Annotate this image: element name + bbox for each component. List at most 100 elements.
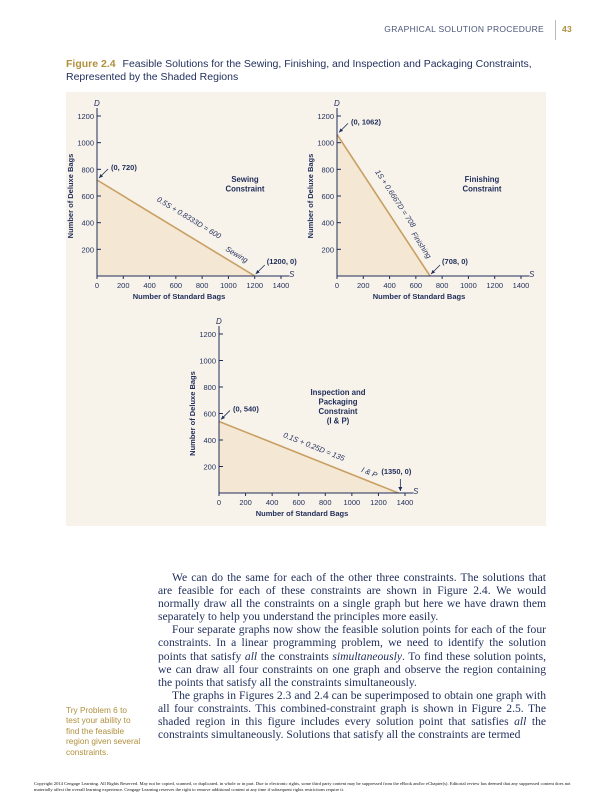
point-label: (708, 0): [442, 257, 468, 266]
y-tick-label: 1200: [199, 330, 216, 339]
x-variable: S: [289, 270, 295, 279]
x-tick-label: 0: [95, 281, 99, 290]
y-tick-label: 1000: [77, 139, 94, 148]
x-tick-label: 600: [170, 281, 183, 290]
y-tick-label: 800: [203, 383, 216, 392]
x-tick-label: 200: [357, 281, 370, 290]
constraint-line-label: I & P: [360, 465, 378, 479]
constraint-title: Finishing: [465, 175, 500, 184]
x-tick-label: 0: [335, 281, 339, 290]
y-tick-label: 800: [81, 165, 94, 174]
arrowhead: [431, 270, 436, 274]
arrowhead: [221, 415, 225, 420]
figure-caption-text: Feasible Solutions for the Sewing, Finis…: [66, 58, 532, 83]
text-run: the constraints: [257, 649, 333, 663]
x-tick-label: 1400: [397, 498, 414, 507]
x-tick-label: 800: [436, 281, 449, 290]
x-tick-label: 1400: [513, 281, 530, 290]
constraint-title: Sewing: [231, 175, 259, 184]
point-label: (1350, 0): [381, 467, 412, 476]
x-variable: S: [413, 487, 419, 496]
y-variable: D: [334, 99, 340, 108]
x-tick-label: 1200: [370, 498, 387, 507]
x-tick-label: 400: [383, 281, 396, 290]
figure-caption: Figure 2.4 Feasible Solutions for the Se…: [66, 58, 556, 84]
y-tick-label: 1200: [317, 112, 334, 121]
arrowhead: [339, 128, 343, 133]
constraint-title: Constraint: [319, 407, 358, 416]
page-number: 43: [561, 24, 572, 34]
y-axis-label: Number of Deluxe Bags: [188, 371, 197, 456]
paragraph-1: We can do the same for each of the other…: [158, 571, 546, 624]
y-tick-label: 1200: [77, 112, 94, 121]
y-axis-label: Number of Deluxe Bags: [306, 154, 315, 239]
x-tick-label: 1400: [273, 281, 290, 290]
constraint-title: (I & P): [327, 417, 350, 426]
constraint-line: [218, 420, 399, 494]
constraint-title: Inspection and: [310, 388, 365, 397]
text-run: the constraints simultaneously. Solution…: [158, 715, 547, 742]
x-tick-label: 400: [143, 281, 156, 290]
margin-note: Try Problem 6 to test your ability to fi…: [66, 705, 141, 757]
y-tick-label: 600: [203, 410, 216, 419]
y-variable: D: [216, 317, 222, 326]
x-axis-label: Number of Standard Bags: [256, 509, 349, 518]
paragraph-3: The graphs in Figures 2.3 and 2.4 can be…: [158, 689, 546, 741]
copyright-notice: Copyright 2014 Cengage Learning. All Rig…: [34, 781, 571, 792]
constraint-line: [96, 179, 256, 277]
emphasis: all: [514, 715, 527, 729]
x-tick-label: 1200: [486, 281, 503, 290]
emphasis: simultaneously: [332, 649, 402, 663]
figure-label: Figure 2.4: [66, 58, 116, 70]
x-tick-label: 0: [217, 498, 221, 507]
point-label: (0, 1062): [351, 117, 382, 126]
x-tick-label: 200: [239, 498, 252, 507]
y-tick-label: 200: [321, 245, 334, 254]
header-divider: [555, 20, 556, 40]
x-tick-label: 600: [410, 281, 423, 290]
y-tick-label: 800: [321, 165, 334, 174]
x-tick-label: 1000: [460, 281, 477, 290]
point-label: (0, 720): [111, 163, 137, 172]
x-tick-label: 1200: [246, 281, 263, 290]
x-tick-label: 1000: [220, 281, 237, 290]
constraint-line: [336, 133, 431, 277]
y-variable: D: [94, 99, 100, 108]
x-tick-label: 400: [266, 498, 279, 507]
text-run: Four separate graphs now show the feasib…: [158, 623, 546, 663]
x-tick-label: 800: [196, 281, 209, 290]
x-tick-label: 600: [292, 498, 305, 507]
y-tick-label: 200: [81, 245, 94, 254]
running-title: GRAPHICAL SOLUTION PROCEDURE: [384, 24, 544, 34]
y-tick-label: 600: [321, 192, 334, 201]
y-tick-label: 400: [321, 219, 334, 228]
arrowhead: [99, 174, 103, 178]
x-axis-label: Number of Standard Bags: [373, 292, 466, 301]
x-tick-label: 1000: [344, 498, 361, 507]
constraint-title: Constraint: [226, 185, 265, 194]
emphasis: all: [244, 649, 258, 663]
text-run: . To find these solution points, we can …: [158, 649, 546, 689]
constraint-title: Constraint: [463, 185, 502, 194]
y-tick-label: 400: [81, 219, 94, 228]
arrowhead: [398, 487, 403, 491]
y-tick-label: 400: [203, 436, 216, 445]
y-axis-label: Number of Deluxe Bags: [66, 154, 75, 239]
x-tick-label: 800: [319, 498, 332, 507]
figure-panel: [66, 92, 546, 526]
y-tick-label: 200: [203, 463, 216, 472]
body-text: We can do the same for each of the other…: [158, 571, 546, 741]
y-tick-label: 600: [81, 192, 94, 201]
point-label: (1200, 0): [267, 257, 298, 266]
text-run: The graphs in Figures 2.3 and 2.4 can be…: [158, 688, 546, 729]
x-axis-label: Number of Standard Bags: [133, 292, 226, 301]
y-tick-label: 1000: [199, 357, 216, 366]
arrowhead: [255, 270, 260, 274]
y-tick-label: 1000: [317, 139, 334, 148]
paragraph-2: Four separate graphs now show the feasib…: [158, 623, 546, 688]
running-header: GRAPHICAL SOLUTION PROCEDURE 43: [0, 20, 600, 40]
x-variable: S: [529, 270, 535, 279]
x-tick-label: 200: [117, 281, 130, 290]
point-label: (0, 540): [233, 404, 259, 413]
